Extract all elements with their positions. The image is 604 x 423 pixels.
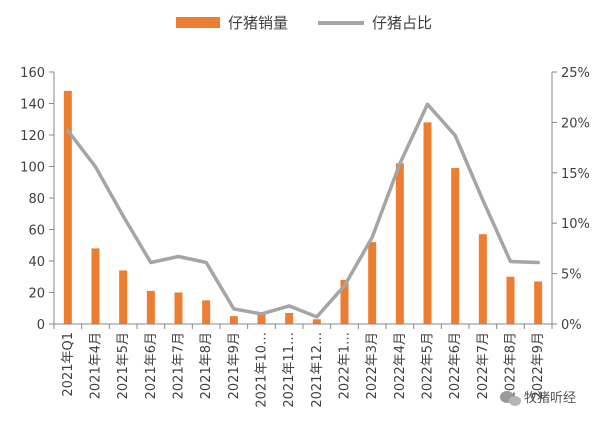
x-tick-label: 2021年4月: [89, 332, 104, 399]
right-tick-label: 5%: [561, 268, 582, 283]
legend-swatch-sales: [176, 17, 220, 28]
bar: [340, 279, 349, 324]
left-tick-label: 20: [28, 287, 45, 302]
x-tick-label: 2022年3月: [365, 332, 380, 399]
x-tick-label: 2021年8月: [199, 332, 214, 399]
x-tick-label: 2022年5月: [421, 332, 436, 399]
bar: [534, 281, 543, 324]
left-axis: 0 20 40 60 80 100 120 140 160: [20, 66, 55, 333]
bar: [285, 312, 294, 324]
right-tick-label: 25%: [561, 66, 590, 81]
x-tick-label: 2021年11…: [282, 332, 297, 408]
watermark: 牧猪听经: [500, 391, 576, 406]
bar: [478, 234, 487, 324]
left-tick-label: 100: [20, 161, 45, 176]
legend-label-sales: 仔猪销量: [228, 14, 288, 32]
x-tick-label: 2021年9月: [227, 332, 242, 399]
legend: 仔猪销量 仔猪占比: [176, 14, 432, 32]
bar: [174, 292, 183, 324]
x-tick-label: 2021年Q1: [61, 332, 76, 397]
x-tick-label: 2021年7月: [172, 332, 187, 399]
right-axis: 0% 5% 10% 15% 20% 25%: [551, 66, 590, 333]
line-series: [66, 102, 540, 319]
x-tick-label: 2022年1…: [338, 332, 353, 399]
left-tick-label: 40: [28, 255, 45, 270]
bar: [368, 242, 377, 324]
bar: [119, 270, 128, 324]
bar: [395, 163, 404, 324]
bar: [257, 314, 266, 324]
bar: [229, 316, 238, 324]
legend-label-share: 仔猪占比: [372, 14, 432, 32]
left-tick-label: 120: [20, 129, 45, 144]
bar: [146, 290, 155, 324]
left-tick-label: 140: [20, 98, 45, 113]
x-tick-label: 2022年8月: [504, 332, 519, 399]
right-tick-label: 20%: [561, 116, 590, 131]
left-tick-label: 60: [28, 224, 45, 239]
x-tick-label: 2022年4月: [393, 332, 408, 399]
bar: [202, 300, 211, 324]
left-tick-label: 80: [28, 192, 45, 207]
right-tick-label: 15%: [561, 167, 590, 182]
watermark-text: 牧猪听经: [524, 391, 576, 406]
x-tick-label: 2021年6月: [144, 332, 159, 399]
x-tick-label: 2022年6月: [448, 332, 463, 399]
x-tick-label: 2021年10…: [255, 332, 270, 408]
right-tick-label: 10%: [561, 217, 590, 232]
bar: [312, 319, 321, 324]
bar-series: [63, 90, 543, 325]
x-axis: 2021年Q1 2021年4月 2021年5月 2021年6月 2021年7月 2021年…: [53, 323, 553, 408]
x-tick-label: 2022年7月: [476, 332, 491, 399]
left-tick-label: 160: [20, 66, 45, 81]
bar: [451, 168, 460, 324]
wechat-icon: [500, 391, 521, 406]
x-tick-label: 2021年5月: [116, 332, 131, 399]
bar: [423, 122, 432, 325]
bar: [63, 90, 72, 325]
share-line: [66, 102, 540, 319]
bar: [506, 276, 515, 324]
left-tick-label: 0: [37, 318, 45, 333]
x-tick-label: 2022年9月: [531, 332, 546, 399]
right-tick-label: 0%: [561, 318, 582, 333]
x-tick-label: 2021年12…: [310, 332, 325, 408]
bar: [91, 248, 100, 324]
